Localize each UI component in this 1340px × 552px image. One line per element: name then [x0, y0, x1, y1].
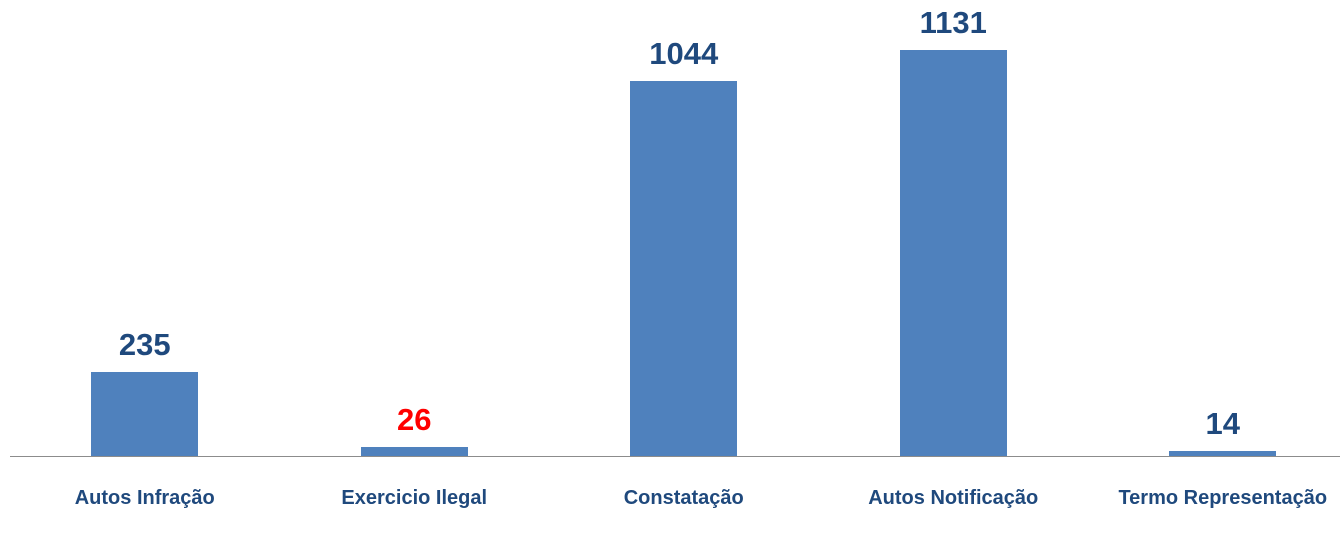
value-label: 26: [397, 401, 432, 437]
bar: [1169, 450, 1277, 456]
value-label: 14: [1205, 405, 1240, 441]
category-label: Exercicio Ilegal: [341, 487, 488, 509]
category-label: Constatação: [623, 487, 744, 509]
category-label: Autos Notificação: [868, 487, 1039, 509]
value-label: 1044: [649, 36, 719, 72]
category-label: Autos Infração: [74, 487, 215, 509]
bar: [360, 446, 468, 456]
category-label: Termo Representação: [1118, 487, 1328, 509]
bar: [630, 81, 738, 456]
bar: [91, 371, 199, 456]
value-label: 235: [118, 326, 171, 362]
bar: [899, 50, 1007, 456]
baseline: [10, 456, 1340, 457]
value-label: 1131: [919, 5, 987, 40]
